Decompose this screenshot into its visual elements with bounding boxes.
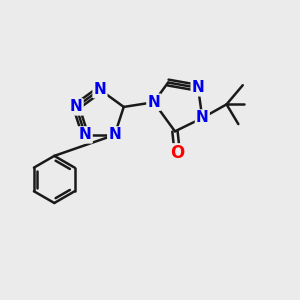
Text: N: N [147, 95, 160, 110]
Text: N: N [70, 99, 83, 114]
Text: O: O [170, 144, 184, 162]
Text: N: N [196, 110, 209, 125]
Text: N: N [94, 82, 106, 97]
Text: N: N [108, 128, 121, 142]
Text: N: N [192, 80, 205, 95]
Text: N: N [79, 128, 92, 142]
